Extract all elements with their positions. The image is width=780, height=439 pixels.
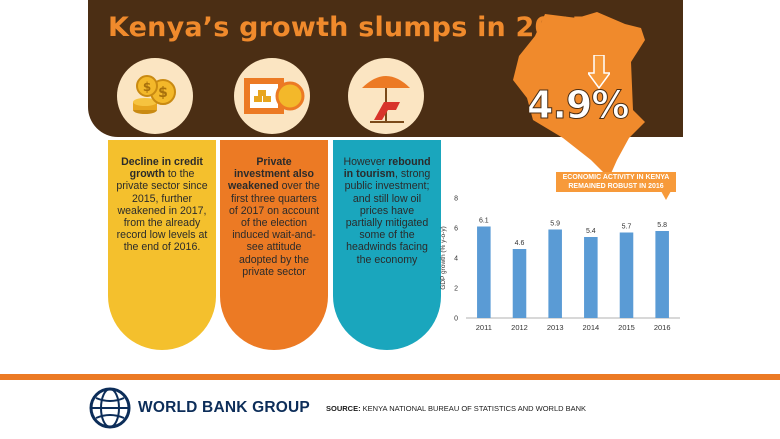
y-tick-label: 6 <box>454 226 458 233</box>
bar-2016 <box>655 231 669 318</box>
data-label-2013: 5.9 <box>550 221 560 228</box>
source-label: SOURCE: <box>326 404 361 413</box>
headline-value: 4.9% <box>526 83 629 128</box>
tourism-panel: However rebound in tourism, strong publi… <box>333 140 441 350</box>
panel-3-text: , strong public investment; and still lo… <box>344 168 431 266</box>
y-tick-label: 8 <box>454 196 458 203</box>
data-label-2012: 4.6 <box>515 240 525 247</box>
panel-2-text: over the first three quarters of 2017 on… <box>228 180 320 278</box>
x-tick-label: 2011 <box>476 323 492 332</box>
callout-tail <box>661 191 671 200</box>
panel-1-text: to the private sector since 2015, furthe… <box>116 168 208 254</box>
x-tick-label: 2014 <box>582 323 599 332</box>
data-label-2015: 5.7 <box>622 224 632 231</box>
bar-2012 <box>512 249 527 318</box>
y-tick-label: 0 <box>454 316 458 323</box>
footer-divider <box>0 374 780 380</box>
world-bank-logo-icon <box>89 387 131 429</box>
svg-text:$: $ <box>143 80 151 94</box>
source-note: SOURCE: KENYA NATIONAL BUREAU OF STATIST… <box>326 404 586 413</box>
x-tick-label: 2013 <box>547 323 564 332</box>
x-tick-label: 2016 <box>654 323 671 332</box>
investment-icon-circle <box>234 58 310 134</box>
bar-2015 <box>619 232 634 318</box>
kenya-map-icon <box>513 12 645 178</box>
investment-icon <box>244 78 305 114</box>
y-axis-label: GDP growth (% y-o-y) <box>440 226 447 289</box>
source-text: KENYA NATIONAL BUREAU OF STATISTICS AND … <box>360 404 587 413</box>
credit-growth-panel: Decline in credit growth to the private … <box>108 140 216 350</box>
x-tick-label: 2012 <box>511 323 528 332</box>
coins-icon-circle: $ $ <box>117 58 193 134</box>
bar-2014 <box>584 237 598 318</box>
bar-2011 <box>477 226 491 318</box>
panel-1-bold: Decline in credit growth <box>121 156 203 181</box>
private-investment-panel: Private investment also weakened over th… <box>220 140 328 350</box>
bar-2013 <box>548 229 562 318</box>
page-title: Kenya’s growth slumps in 2017 <box>108 12 592 43</box>
data-label-2016: 5.8 <box>657 222 667 229</box>
panel-3-bold: rebound in tourism <box>343 156 431 181</box>
data-label-2011: 6.1 <box>479 218 489 225</box>
panel-3-pre: However <box>343 156 389 168</box>
svg-text:$: $ <box>158 85 168 101</box>
beach-icon-circle <box>348 58 424 134</box>
gdp-growth-chart: GDP growth (% y-o-y) 0 2 4 6 8 6.1 2011 4.6 2012 5… <box>440 196 680 332</box>
y-tick-label: 4 <box>454 256 458 263</box>
down-arrow-icon <box>588 55 610 89</box>
chart-callout: ECONOMIC ACTIVITY IN KENYA REMAINED ROBU… <box>556 172 676 192</box>
org-name: WORLD BANK GROUP <box>138 399 310 416</box>
coins-icon: $ $ <box>133 75 176 114</box>
y-tick-label: 2 <box>454 286 458 293</box>
x-tick-label: 2015 <box>618 323 635 332</box>
panel-2-bold: Private investment also weakened <box>228 156 315 193</box>
data-label-2014: 5.4 <box>586 228 596 235</box>
beach-umbrella-icon <box>362 76 410 123</box>
